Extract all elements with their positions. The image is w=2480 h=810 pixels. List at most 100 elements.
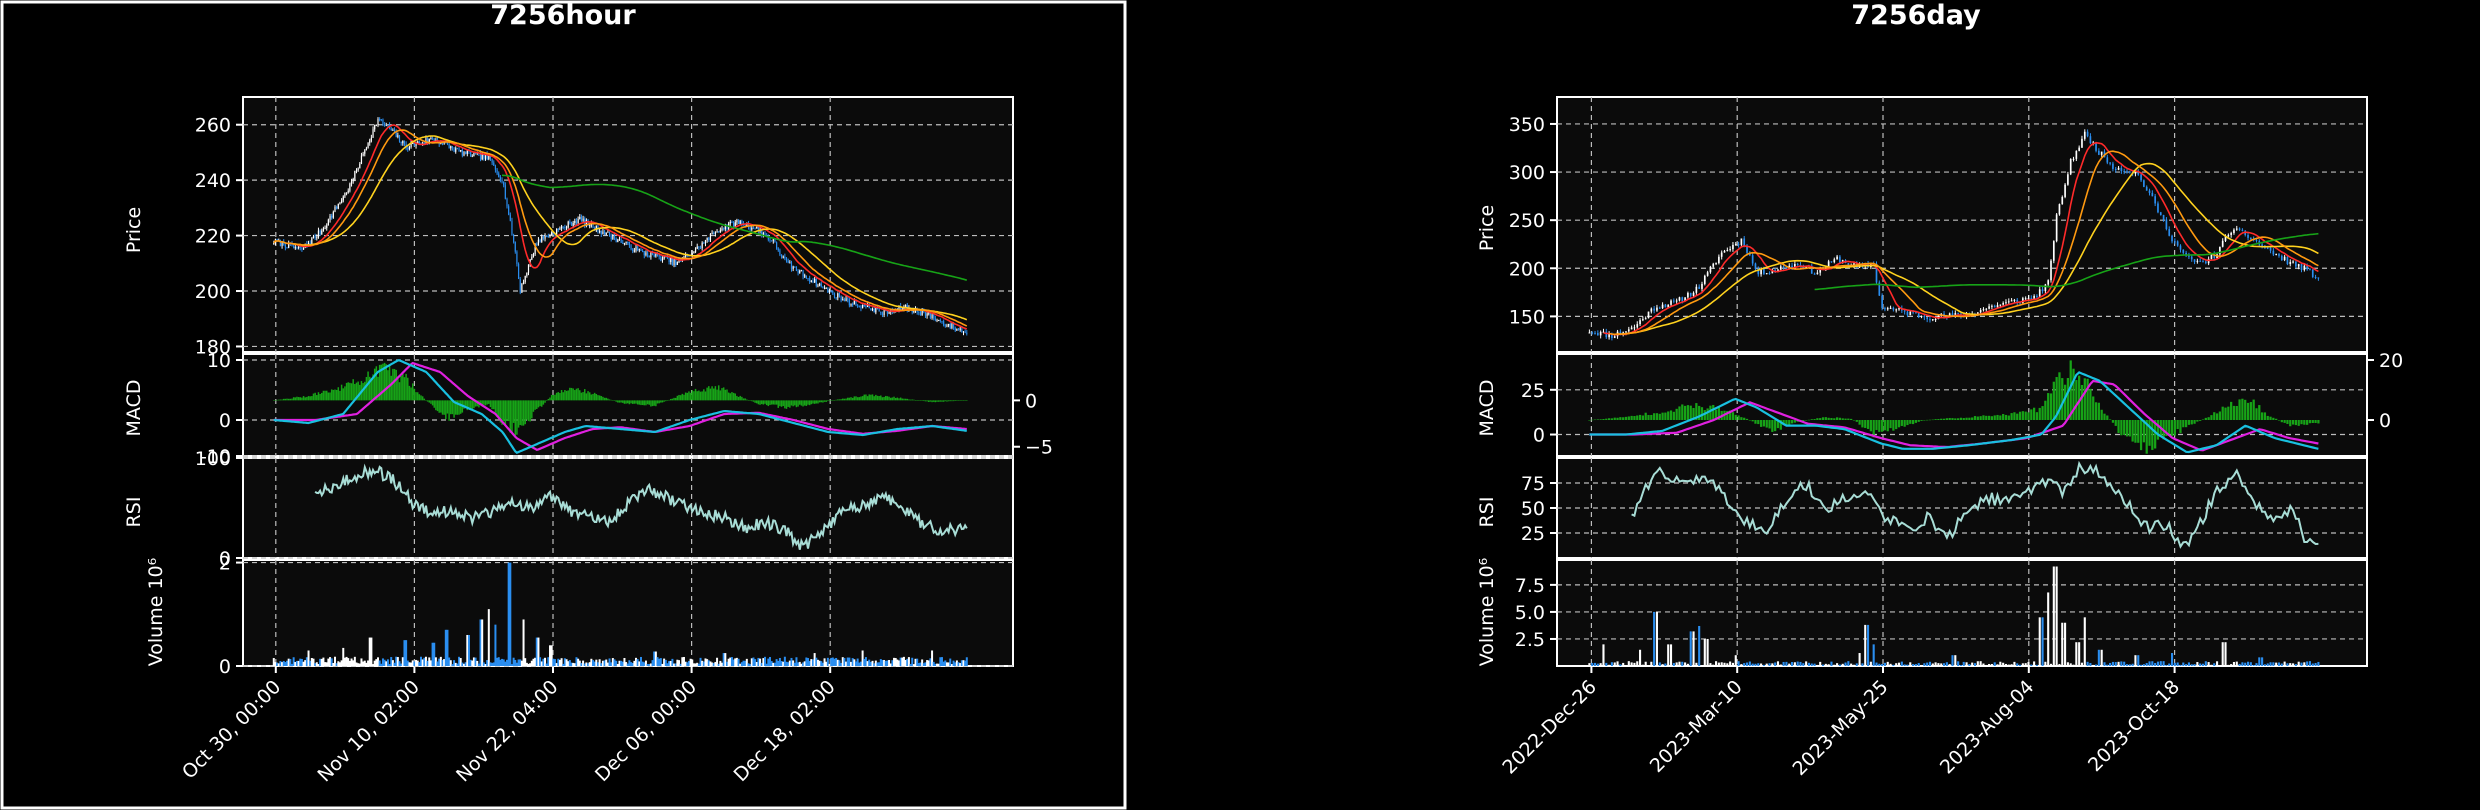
hourly-macd-histogram-bar (663, 400, 665, 402)
hourly-volume-bar (668, 661, 671, 666)
daily-volume-bar (1895, 663, 1898, 666)
hourly-volume-bar (588, 662, 591, 666)
hourly-macd-histogram-bar (835, 399, 837, 401)
hourly-volume-bar (848, 657, 851, 666)
daily-volume-bar (2176, 662, 2179, 666)
hourly-volume-bar (964, 660, 967, 666)
daily-candle-body (2154, 196, 2156, 204)
hourly-macd-histogram-bar (617, 400, 619, 403)
daily-macd-histogram-bar (1940, 418, 1943, 420)
hourly-candle-body (926, 313, 928, 316)
daily-volume-bar (2018, 664, 2022, 666)
hourly-macd-histogram-bar (655, 400, 657, 407)
hourly-volume-bar (914, 658, 917, 666)
hourly-volume-bar (343, 657, 346, 666)
daily-macd-histogram-bar (1973, 416, 1977, 420)
daily-macd-histogram-bar (1607, 418, 1611, 420)
hourly-volume-bar (704, 658, 707, 666)
daily-macd-histogram-bar (1765, 420, 1768, 428)
hourly-macd-histogram-bar (779, 400, 781, 407)
daily-volume-bar (2308, 661, 2312, 666)
hourly-macd-histogram-bar (440, 400, 442, 413)
hourly-candle-body (352, 178, 354, 182)
hourly-candle-body (661, 258, 664, 261)
hourly-volume-bar (884, 660, 887, 666)
daily-candle-body (1715, 263, 1717, 265)
daily-macd-histogram-bar (2123, 420, 2126, 436)
hourly-candle-body (531, 256, 533, 260)
daily-macd-histogram-bar (2134, 420, 2137, 443)
daily-candle-body (1903, 310, 1906, 312)
daily-volume-bar (2306, 661, 2309, 666)
hourly-macd-histogram-bar (845, 398, 847, 401)
daily-volume-bar (2078, 642, 2081, 666)
hourly-candle-body (875, 307, 877, 313)
hourly-macd-histogram-bar (653, 400, 655, 406)
hourly-volume-bar (795, 657, 798, 666)
daily-candle-body (2278, 254, 2280, 256)
daily-macd-ylabel: MACD (1476, 380, 1498, 437)
hourly-volume-bar (912, 664, 915, 666)
hourly-candle-body (928, 312, 930, 314)
daily-volume-bar (1827, 664, 1830, 666)
daily-candle-body (2317, 277, 2320, 279)
hourly-macd-histogram-bar (625, 400, 627, 404)
daily-candle-body (2067, 174, 2069, 185)
daily-candle-body (2224, 236, 2227, 241)
daily-volume-bar (2168, 663, 2171, 666)
hourly-candle-body (885, 310, 887, 312)
daily-volume-bar (1942, 663, 1946, 666)
daily-volume-bar (2007, 664, 2010, 666)
hourly-macd-histogram-bar (914, 399, 917, 401)
hourly-candle-body (501, 179, 503, 182)
hourly-candle-body (747, 223, 750, 227)
daily-candle-body (2238, 228, 2241, 230)
daily-volume-bar (1909, 662, 1912, 666)
hourly-macd-histogram-bar (769, 400, 771, 405)
daily-volume-bar (1892, 664, 1895, 666)
daily-macd-histogram-bar (2308, 420, 2312, 424)
hourly-volume-bar (947, 662, 950, 666)
hourly-candle-body (708, 237, 710, 241)
hourly-volume-bar (315, 662, 318, 666)
hourly-macd-histogram-bar (764, 400, 766, 404)
daily-volume-bar (2030, 664, 2033, 666)
hourly-candle-body (617, 239, 619, 243)
hourly-volume-bar (866, 661, 869, 666)
daily-volume-bar (1700, 665, 1704, 666)
daily-rsi-y-tick-label: 25 (1521, 523, 1545, 545)
hourly-macd-histogram-bar (772, 400, 775, 405)
daily-candle-body (1678, 297, 1681, 301)
daily-candle-body (1847, 263, 1850, 266)
hourly-candle-body (900, 305, 902, 311)
hourly-macd-histogram-bar (633, 400, 636, 404)
daily-macd-histogram-bar (1928, 419, 1932, 421)
hourly-macd-histogram-bar (334, 389, 336, 401)
daily-volume-bar (1923, 663, 1926, 666)
hourly-candle-body (564, 227, 566, 229)
daily-candle-body (2112, 163, 2114, 169)
hourly-candle-body (863, 304, 865, 306)
daily-macd-histogram-bar (1664, 412, 1667, 420)
hourly-macd-histogram-bar (818, 400, 821, 403)
daily-candle-body (1703, 275, 1706, 284)
hourly-volume-bar (593, 661, 596, 666)
daily-macd-histogram-bar (2170, 420, 2174, 436)
hourly-volume-bar (408, 662, 411, 666)
hourly-volume-bar (590, 658, 593, 666)
hourly-volume-bar (322, 657, 325, 666)
daily-volume-bar (2024, 663, 2027, 666)
hourly-candle-body (754, 228, 756, 230)
daily-chart-title: 7256day (1851, 0, 1981, 31)
hourly-macd-histogram-bar (352, 379, 354, 401)
daily-candle-body (2266, 247, 2269, 249)
hourly-volume-bar (613, 659, 616, 666)
hourly-candle-body (698, 246, 700, 248)
daily-candle-body (1597, 333, 1599, 336)
hourly-macd-histogram-bar (727, 392, 730, 401)
hourly-volume-bar (358, 663, 361, 666)
daily-candle-body (2134, 170, 2137, 174)
daily-figure-border (1353, 0, 2480, 810)
hourly-volume-bar (433, 642, 436, 666)
daily-macd-histogram-bar (2111, 420, 2115, 423)
